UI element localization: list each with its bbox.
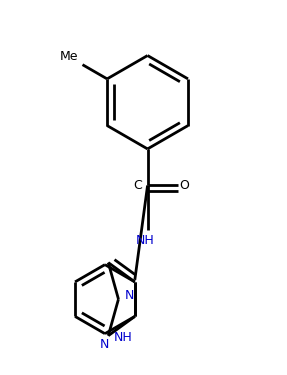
Text: O: O — [179, 179, 189, 192]
Text: C: C — [133, 179, 142, 192]
Text: NH: NH — [136, 234, 155, 247]
Text: NH: NH — [114, 331, 132, 344]
Text: N: N — [125, 290, 134, 302]
Text: Me: Me — [60, 50, 78, 63]
Text: N: N — [100, 338, 110, 351]
